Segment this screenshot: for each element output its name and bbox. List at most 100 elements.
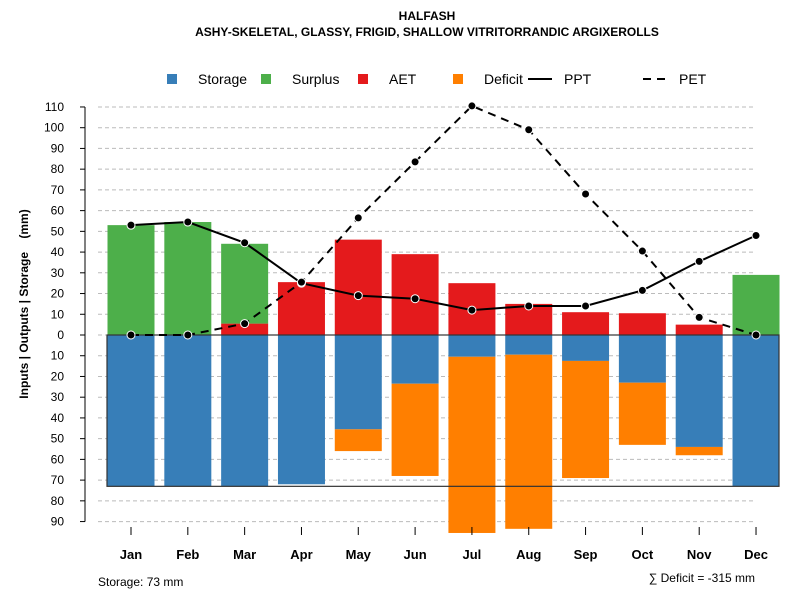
y-tick-label: 70	[51, 473, 65, 487]
pet-point	[581, 189, 591, 199]
deficit-bar	[562, 360, 610, 479]
surplus-bar	[732, 274, 780, 335]
pet-line	[131, 104, 757, 336]
storage-bar	[732, 335, 780, 487]
deficit-annotation: ∑ Deficit = -315 mm	[649, 571, 755, 585]
y-tick-label: 90	[51, 141, 65, 155]
y-axis-label: Inputs | Outputs | Storage (mm)	[17, 209, 31, 398]
x-tick-label: Nov	[687, 547, 712, 562]
x-tick-label: Mar	[233, 547, 256, 562]
pet-point	[524, 125, 534, 135]
x-tick-label: Jun	[404, 547, 427, 562]
aet-bar	[277, 282, 325, 335]
y-tick-label: 80	[51, 162, 65, 176]
pet-point	[183, 330, 193, 340]
storage-bar	[221, 335, 269, 487]
ppt-point	[694, 256, 704, 266]
ppt-point	[751, 230, 761, 240]
storage-bar	[334, 335, 382, 430]
storage-bar	[562, 335, 610, 361]
storage-bar	[505, 335, 553, 355]
y-tick-label: 50	[51, 224, 65, 238]
deficit-bar	[334, 429, 382, 452]
ppt-point	[410, 294, 420, 304]
y-tick-label: 40	[51, 245, 65, 259]
deficit-bar	[618, 382, 666, 445]
aet-bar	[334, 239, 382, 335]
storage-bar	[675, 335, 723, 447]
ppt-point	[581, 301, 591, 311]
y-tick-label: 0	[57, 328, 64, 342]
pet-point	[410, 157, 420, 167]
x-tick-label: Jan	[120, 547, 142, 562]
legend-swatch-deficit	[453, 74, 463, 84]
ppt-point	[240, 238, 250, 248]
storage-bar	[391, 335, 439, 384]
x-tick-label: Apr	[290, 547, 312, 562]
y-tick-label: 40	[51, 411, 65, 425]
ppt-point	[183, 217, 193, 227]
deficit-bar	[391, 383, 439, 476]
surplus-bar	[164, 222, 212, 335]
storage-bar	[107, 335, 155, 487]
ppt-point	[524, 301, 534, 311]
aet-bar	[562, 312, 610, 335]
ppt-point	[353, 291, 363, 301]
x-tick-label: Sep	[574, 547, 598, 562]
chart-subtitle: ASHY-SKELETAL, GLASSY, FRIGID, SHALLOW V…	[195, 25, 659, 39]
pet-point	[751, 330, 761, 340]
legend-label-pet: PET	[679, 71, 707, 87]
surplus-bar	[107, 225, 155, 335]
pet-point	[353, 213, 363, 223]
aet-bar	[618, 313, 666, 335]
legend-label-ppt: PPT	[564, 71, 592, 87]
storage-bar	[164, 335, 212, 487]
storage-bar	[618, 335, 666, 383]
y-tick-label: 110	[45, 100, 64, 114]
legend-label-aet: AET	[389, 71, 417, 87]
y-tick-label: 60	[51, 204, 65, 218]
legend-label-deficit: Deficit	[484, 71, 523, 87]
chart-title: HALFASH	[399, 9, 456, 23]
storage-bar	[277, 335, 325, 485]
surplus-bar	[221, 243, 269, 324]
legend-label-storage: Storage	[198, 71, 247, 87]
x-tick-label: Aug	[516, 547, 541, 562]
ppt-point	[126, 220, 136, 230]
y-tick-label: 30	[51, 390, 65, 404]
legend-label-surplus: Surplus	[292, 71, 339, 87]
aet-bar	[675, 324, 723, 335]
deficit-bar	[675, 446, 723, 456]
aet-bar	[221, 323, 269, 335]
pet-point	[467, 101, 477, 111]
pet-point	[296, 277, 306, 287]
x-tick-label: Jul	[463, 547, 482, 562]
ppt-point	[637, 285, 647, 295]
legend-swatch-aet	[358, 74, 368, 84]
x-tick-label: Dec	[744, 547, 768, 562]
y-tick-label: 60	[51, 452, 65, 466]
y-tick-label: 20	[51, 287, 65, 301]
x-tick-label: May	[346, 547, 372, 562]
x-tick-label: Oct	[632, 547, 654, 562]
y-tick-label: 10	[51, 307, 65, 321]
y-tick-label: 10	[51, 349, 65, 363]
pet-point	[240, 319, 250, 329]
y-tick-label: 70	[51, 183, 65, 197]
y-tick-label: 100	[44, 121, 64, 135]
pet-point	[126, 330, 136, 340]
y-tick-label: 80	[51, 494, 65, 508]
deficit-bar	[505, 354, 553, 529]
y-tick-label: 50	[51, 432, 65, 446]
legend-swatch-surplus	[261, 74, 271, 84]
ppt-line	[130, 221, 757, 312]
x-tick-label: Feb	[176, 547, 199, 562]
pet-point	[694, 312, 704, 322]
y-tick-label: 20	[51, 369, 65, 383]
deficit-bar	[448, 356, 496, 533]
legend-swatch-storage	[167, 74, 177, 84]
y-tick-label: 30	[51, 266, 65, 280]
ppt-point	[467, 305, 477, 315]
